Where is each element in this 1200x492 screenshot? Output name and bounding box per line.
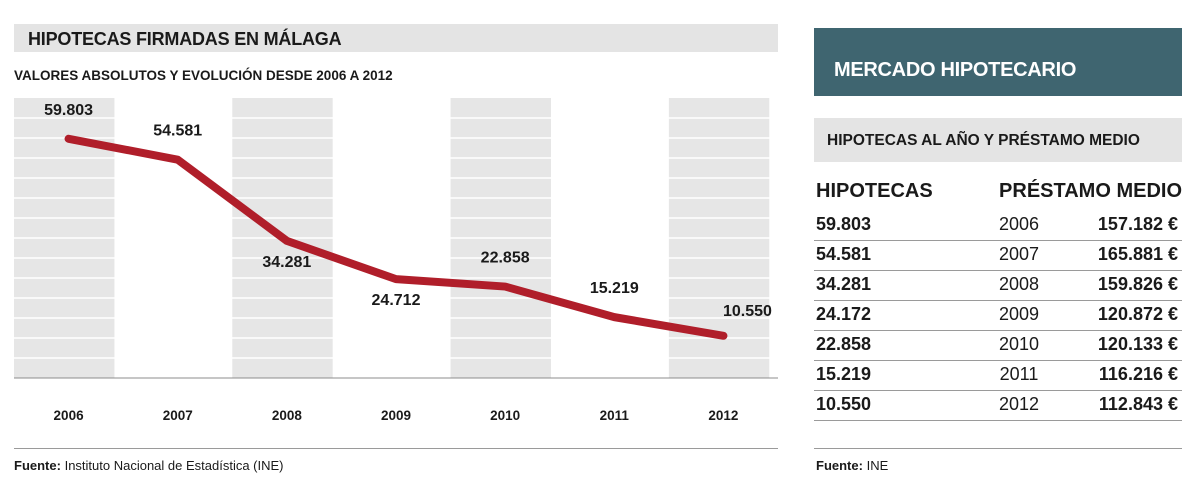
cell-year: 2010 xyxy=(998,334,1040,354)
data-label: 10.550 xyxy=(723,303,772,320)
chart-subtitle: VALORES ABSOLUTOS Y EVOLUCIÓN DESDE 2006… xyxy=(14,68,393,83)
data-point xyxy=(285,239,288,242)
cell-year: 2006 xyxy=(998,214,1040,234)
x-tick-label: 2006 xyxy=(54,408,85,423)
table-row: 15.219 2011 116.216 € xyxy=(814,360,1182,391)
chart-title: HIPOTECAS FIRMADAS EN MÁLAGA xyxy=(28,29,342,49)
x-tick-label: 2010 xyxy=(490,408,520,423)
table-row: 54.581 2007 165.881 € xyxy=(814,240,1182,271)
cell-year: 2012 xyxy=(998,394,1040,414)
right-divider xyxy=(814,448,1182,449)
x-tick-label: 2011 xyxy=(600,408,630,423)
col-header-hipotecas: HIPOTECAS xyxy=(816,180,933,202)
cell-hipotecas: 24.172 xyxy=(816,304,872,324)
table-row: 24.172 2009 120.872 € xyxy=(814,300,1182,331)
data-point xyxy=(395,278,397,281)
x-tick-label: 2007 xyxy=(163,408,193,423)
cell-hipotecas: 22.858 xyxy=(816,334,872,354)
cell-year: 2009 xyxy=(998,304,1040,324)
x-tick-label: 2012 xyxy=(708,408,738,423)
left-source: Fuente: Instituto Nacional de Estadístic… xyxy=(14,458,284,473)
left-divider xyxy=(14,448,778,449)
cell-prestamo: 112.843 € xyxy=(1098,394,1178,414)
data-label: 59.803 xyxy=(44,102,93,119)
market-title: MERCADO HIPOTECARIO xyxy=(834,59,1077,81)
cell-prestamo: 116.216 € xyxy=(1098,364,1178,384)
right-source-text: INE xyxy=(866,458,889,473)
data-label: 54.581 xyxy=(153,123,202,140)
table-row: 34.281 2008 159.826 € xyxy=(814,270,1182,301)
cell-prestamo: 120.133 € xyxy=(1097,334,1178,354)
data-label: 34.281 xyxy=(262,254,311,271)
data-label: 15.219 xyxy=(590,280,639,297)
data-point xyxy=(67,137,70,140)
cell-hipotecas: 15.219 xyxy=(816,364,872,384)
cell-year: 2008 xyxy=(998,274,1040,294)
data-point xyxy=(722,334,725,337)
table-row: 22.858 2010 120.133 € xyxy=(814,330,1182,361)
cell-hipotecas: 59.803 xyxy=(816,214,872,234)
table-subtitle: HIPOTECAS AL AÑO Y PRÉSTAMO MEDIO xyxy=(827,132,1140,149)
data-point xyxy=(613,316,616,319)
x-tick-label: 2008 xyxy=(272,408,303,423)
cell-prestamo: 159.826 € xyxy=(1097,274,1178,294)
x-tick-label: 2009 xyxy=(381,408,411,423)
cell-hipotecas: 10.550 xyxy=(816,394,872,414)
right-source: Fuente: INE xyxy=(816,458,888,473)
cell-hipotecas: 34.281 xyxy=(816,274,872,294)
data-label: 22.858 xyxy=(481,250,530,267)
cell-prestamo: 165.881 € xyxy=(1097,244,1178,264)
table-row: 10.550 2012 112.843 € xyxy=(814,390,1182,421)
table-row: 59.803 2006 157.182 € xyxy=(814,210,1182,241)
line-chart: 2006 2007 2008 2009 2010 2011 2012 59.803 54.581… xyxy=(14,98,778,423)
col-header-prestamo: PRÉSTAMO MEDIO xyxy=(999,180,1182,202)
cell-prestamo: 157.182 € xyxy=(1097,214,1178,234)
left-source-text: Instituto Nacional de Estadística (INE) xyxy=(64,458,284,473)
data-label: 24.712 xyxy=(372,292,421,309)
cell-hipotecas: 54.581 xyxy=(816,244,872,264)
cell-year: 2007 xyxy=(998,244,1040,264)
cell-year: 2011 xyxy=(999,364,1039,384)
table-subheader: HIPOTECAS AL AÑO Y PRÉSTAMO MEDIO xyxy=(814,118,1182,162)
data-point xyxy=(176,158,179,161)
market-header: MERCADO HIPOTECARIO xyxy=(814,28,1182,96)
cell-prestamo: 120.872 € xyxy=(1097,304,1178,324)
left-source-label: Fuente: xyxy=(14,458,61,473)
chart-header: HIPOTECAS FIRMADAS EN MÁLAGA xyxy=(14,24,778,52)
data-point xyxy=(504,285,507,288)
right-source-label: Fuente: xyxy=(816,458,863,473)
